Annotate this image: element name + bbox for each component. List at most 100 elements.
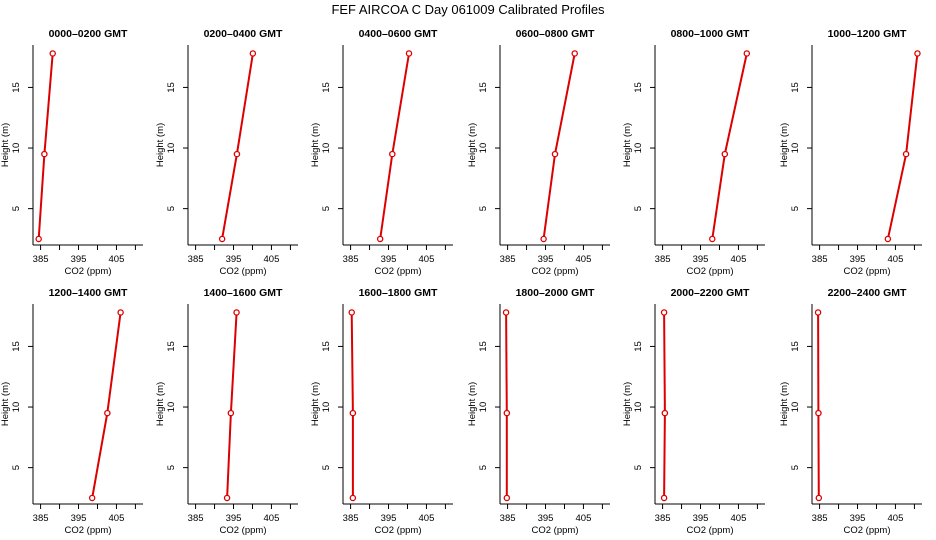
- y-axis-label: Height (m): [310, 123, 321, 167]
- chart-panel-12: 2200–2400 GMT 385 395 405 5 10 15 CO2 (ppm) Heig…: [779, 287, 922, 536]
- y-tick-label: 15: [166, 82, 177, 93]
- data-point: [376, 235, 384, 243]
- data-point: [223, 494, 231, 502]
- data-point: [218, 235, 226, 243]
- y-axis-label: Height (m): [779, 123, 790, 167]
- data-point: [571, 50, 578, 57]
- x-tick-label: 395: [226, 513, 242, 524]
- y-tick-label: 5: [166, 206, 177, 211]
- y-tick-label: 5: [11, 206, 22, 211]
- profile-line: [817, 312, 820, 498]
- y-tick-label: 10: [11, 402, 22, 413]
- profile-line: [542, 53, 576, 240]
- x-tick-label: 385: [33, 513, 49, 524]
- data-point: [233, 150, 241, 158]
- x-tick-label: 405: [419, 254, 435, 265]
- data-point: [49, 50, 56, 57]
- profile-line: [663, 312, 666, 498]
- y-tick-label: 5: [633, 206, 644, 211]
- x-tick-label: 395: [693, 254, 709, 265]
- data-point: [709, 235, 716, 243]
- profile-line: [711, 53, 748, 240]
- panel-title: 0400–0600 GMT: [359, 28, 438, 40]
- chart-panel-4: 0600–0800 GMT 385 395 405 5 10 15 CO2 (ppm) Heig…: [467, 28, 610, 277]
- x-tick-label: 405: [731, 254, 747, 265]
- data-point: [503, 409, 511, 417]
- x-tick-label: 405: [109, 254, 125, 265]
- y-tick-label: 15: [321, 82, 332, 93]
- y-tick-label: 10: [166, 143, 177, 154]
- y-tick-label: 15: [11, 82, 22, 93]
- y-axis-label: Height (m): [0, 123, 11, 167]
- chart-panel-1: 0000–0200 GMT 385 395 405 5 10 15 CO2 (ppm) Heig…: [0, 28, 143, 277]
- profile-line: [37, 53, 54, 239]
- profile-line: [221, 53, 254, 240]
- panel-title: 1200–1400 GMT: [49, 287, 128, 299]
- x-axis-label: CO2 (ppm): [532, 266, 579, 277]
- x-axis-label: CO2 (ppm): [375, 266, 422, 277]
- panel-title: 2000–2200 GMT: [671, 287, 750, 299]
- y-tick-label: 10: [633, 143, 644, 154]
- y-axis-label: Height (m): [622, 382, 633, 426]
- x-axis-label: CO2 (ppm): [65, 525, 112, 536]
- x-tick-label: 385: [500, 513, 516, 524]
- data-point: [405, 50, 413, 57]
- data-point: [502, 309, 510, 316]
- chart-panel-11: 2000–2200 GMT 385 395 405 5 10 15 CO2 (ppm) Heig…: [622, 287, 765, 536]
- data-point: [660, 494, 668, 502]
- data-point: [815, 409, 822, 417]
- y-tick-label: 5: [321, 206, 332, 211]
- x-axis-label: CO2 (ppm): [65, 266, 112, 277]
- y-tick-label: 15: [790, 82, 801, 93]
- profile-line: [91, 312, 122, 499]
- x-tick-label: 385: [343, 254, 359, 265]
- y-tick-label: 15: [790, 341, 801, 352]
- x-tick-label: 395: [71, 513, 87, 524]
- y-axis-label: Height (m): [155, 382, 166, 426]
- chart-panel-10: 1800–2000 GMT 385 395 405 5 10 15 CO2 (ppm) Heig…: [467, 287, 610, 536]
- x-tick-label: 405: [888, 513, 904, 524]
- y-tick-label: 10: [790, 402, 801, 413]
- y-tick-label: 15: [11, 341, 22, 352]
- x-tick-label: 385: [500, 254, 516, 265]
- profile-line: [226, 312, 238, 498]
- x-tick-label: 405: [576, 513, 592, 524]
- x-axis-label: CO2 (ppm): [687, 525, 734, 536]
- x-tick-label: 405: [731, 513, 747, 524]
- data-point: [721, 150, 729, 158]
- y-tick-label: 15: [166, 341, 177, 352]
- y-tick-label: 10: [321, 402, 332, 413]
- panel-title: 1800–2000 GMT: [516, 287, 595, 299]
- y-axis-label: Height (m): [467, 382, 478, 426]
- y-tick-label: 15: [633, 82, 644, 93]
- data-point: [104, 409, 111, 417]
- y-tick-label: 10: [478, 402, 489, 413]
- y-tick-label: 5: [11, 465, 22, 470]
- x-tick-label: 395: [226, 254, 242, 265]
- panel-title: 0600–0800 GMT: [516, 28, 595, 40]
- data-point: [661, 409, 669, 417]
- x-tick-label: 385: [655, 254, 671, 265]
- x-tick-label: 395: [538, 254, 554, 265]
- x-tick-label: 405: [888, 254, 904, 265]
- chart-panel-9: 1600–1800 GMT 385 395 405 5 10 15 CO2 (ppm) Heig…: [310, 287, 453, 536]
- data-point: [914, 50, 921, 57]
- x-axis-label: CO2 (ppm): [844, 266, 891, 277]
- x-axis-label: CO2 (ppm): [844, 525, 891, 536]
- y-tick-label: 5: [790, 465, 801, 470]
- x-tick-label: 395: [381, 254, 397, 265]
- y-tick-label: 10: [11, 143, 22, 154]
- x-tick-label: 405: [264, 254, 280, 265]
- y-tick-label: 5: [166, 465, 177, 470]
- data-point: [902, 150, 910, 158]
- y-tick-label: 10: [321, 143, 332, 154]
- x-tick-label: 385: [188, 254, 204, 265]
- x-tick-label: 385: [812, 513, 828, 524]
- x-axis-label: CO2 (ppm): [687, 266, 734, 277]
- y-tick-label: 10: [790, 143, 801, 154]
- x-axis-label: CO2 (ppm): [220, 525, 267, 536]
- x-axis-label: CO2 (ppm): [220, 266, 267, 277]
- x-tick-label: 405: [264, 513, 280, 524]
- data-point: [349, 494, 357, 502]
- panel-title: 2200–2400 GMT: [828, 287, 907, 299]
